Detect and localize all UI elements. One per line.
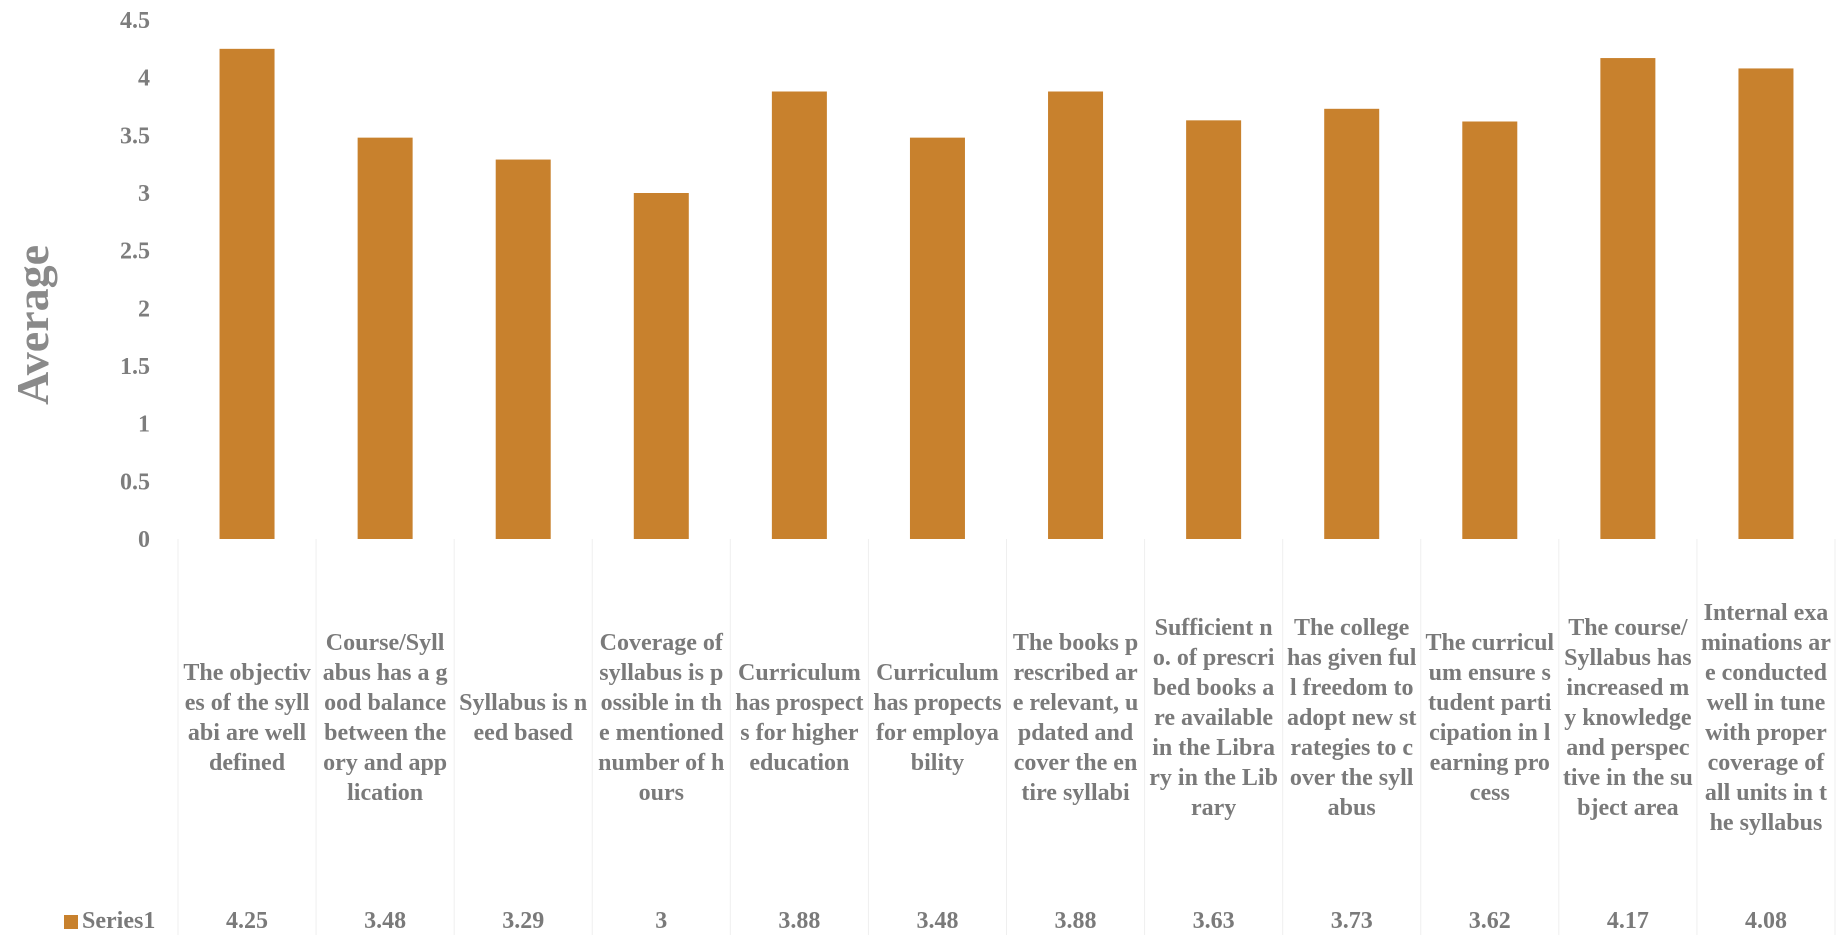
data-table-value: 3 <box>655 908 668 934</box>
legend-series1: Series1 <box>64 908 155 935</box>
y-tick-label: 3 <box>138 181 150 207</box>
data-table-value: 3.88 <box>1054 908 1097 934</box>
y-tick-label: 0 <box>138 527 150 553</box>
x-category-label: Curriculum has propects for employabilit… <box>873 660 1002 776</box>
y-tick-label: 1.5 <box>120 354 150 380</box>
y-tick-label: 4.5 <box>120 8 150 34</box>
y-tick-label: 1 <box>138 412 150 438</box>
y-tick-label: 3.5 <box>120 123 150 149</box>
bar <box>1186 120 1242 539</box>
bar <box>909 137 965 539</box>
data-table-value: 4.25 <box>226 908 269 934</box>
category-grid <box>177 539 1836 935</box>
x-category-label: Syllabus is need based <box>459 690 588 746</box>
data-table-value: 3.48 <box>364 908 407 934</box>
bar <box>1738 68 1794 539</box>
bar <box>1600 58 1656 540</box>
x-category-label: Curriculum has prospects for higher educ… <box>735 660 864 776</box>
y-tick-label: 4 <box>138 66 150 92</box>
bar <box>1462 121 1518 539</box>
x-category-label: The objectives of the syllabi are well d… <box>183 660 311 776</box>
bar-series <box>219 48 1794 540</box>
bar <box>495 159 551 539</box>
x-category-label: Sufficient no. of prescribed books are a… <box>1149 615 1278 821</box>
bar <box>633 193 689 539</box>
bar <box>1048 91 1104 540</box>
data-table-value: 3.29 <box>502 908 545 934</box>
x-category-label: The curriculum ensure student participat… <box>1425 630 1555 806</box>
legend-swatch <box>64 914 78 929</box>
y-axis-label: Average <box>7 245 58 405</box>
y-axis: 0 0.5 1 1.5 2 2.5 3 3.5 4 4.5 <box>120 8 150 553</box>
y-tick-label: 2.5 <box>120 239 150 265</box>
x-category-label: The books prescribed are relevant, updat… <box>1012 630 1139 806</box>
data-table-value: 3.63 <box>1192 908 1235 934</box>
bar <box>219 48 275 539</box>
bar <box>1324 108 1380 539</box>
data-table-value: 3.62 <box>1468 908 1511 934</box>
x-category-label: Internal examinations are conducted well… <box>1700 600 1831 836</box>
x-category-label: The college has given full freedom to ad… <box>1287 615 1417 821</box>
data-table-value: 4.17 <box>1606 908 1649 934</box>
legend-series-name: Series1 <box>82 908 156 934</box>
data-table-value: 3.48 <box>916 908 959 934</box>
bar <box>357 137 413 539</box>
x-category-label: Coverage of syllabus is possible in the … <box>598 630 725 806</box>
y-tick-label: 2 <box>138 296 150 322</box>
bar <box>771 91 827 540</box>
y-tick-label: 0.5 <box>120 469 150 495</box>
data-table-value: 3.88 <box>778 908 821 934</box>
data-table-value: 3.73 <box>1330 908 1373 934</box>
data-table-value: 4.08 <box>1744 908 1787 934</box>
x-category-label: The course/Syllabus has increased my kno… <box>1562 615 1693 821</box>
x-category-label: Course/Syllabus has a good balance betwe… <box>322 630 448 806</box>
